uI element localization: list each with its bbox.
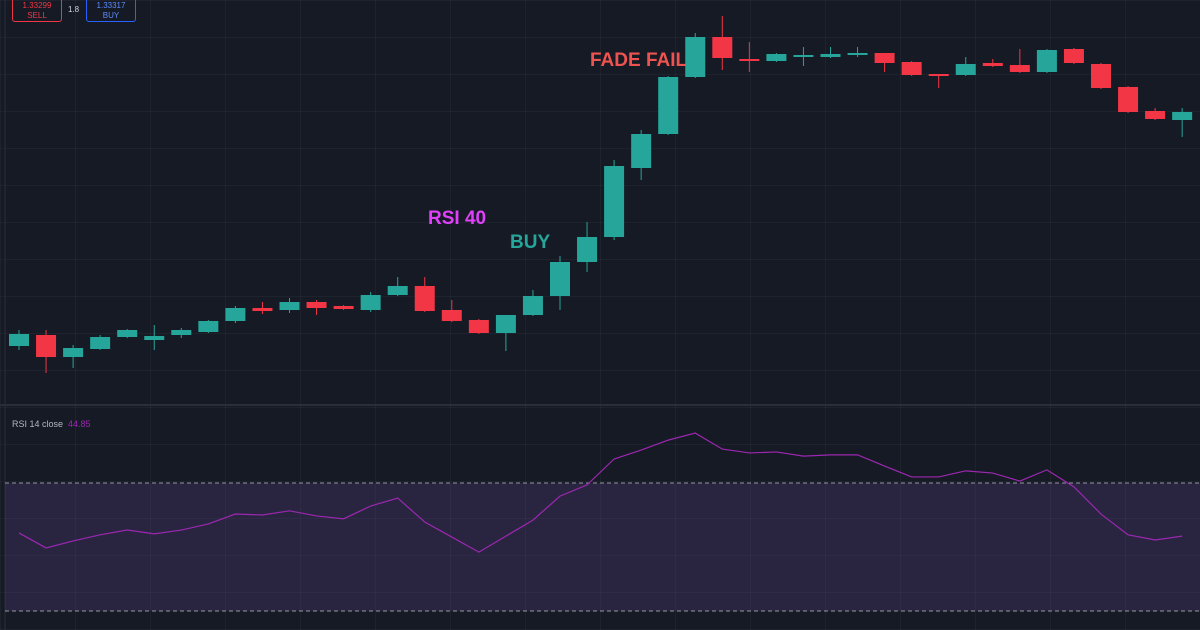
candle-body (171, 330, 192, 335)
candle-body (1091, 64, 1111, 88)
candle-body (90, 337, 111, 349)
candle-body (550, 262, 570, 296)
candle-body (685, 37, 706, 77)
sell-price: 1.33299 (22, 1, 52, 10)
candle-body (658, 77, 679, 134)
candle-body (604, 166, 625, 237)
candle-body (414, 286, 435, 311)
annotation: FADE FAIL (590, 50, 688, 71)
rsi-line (18, 432, 1183, 553)
annotation: BUY (510, 232, 550, 253)
sell-button[interactable]: 1.33299 SELL (12, 0, 62, 22)
candle-body (1009, 65, 1030, 72)
candle-body (901, 62, 922, 75)
candle-body (495, 315, 516, 333)
candle-body (360, 295, 381, 310)
buy-label: BUY (102, 11, 120, 20)
candle-body (9, 334, 29, 346)
candle-body (1118, 87, 1139, 112)
candle-body (577, 237, 598, 262)
candle-body (468, 320, 489, 333)
candle-body (874, 53, 895, 63)
candle-body (928, 74, 949, 76)
candle-body (306, 302, 327, 308)
candle-body (441, 310, 462, 321)
candle-body (766, 54, 787, 61)
candle-body (793, 55, 814, 57)
annotation: RSI 40 (428, 208, 486, 229)
candle-body (36, 335, 57, 357)
spread: 1.8 (68, 5, 80, 14)
candle-body (279, 302, 300, 310)
candle-body (1172, 112, 1193, 120)
rsi-band (5, 483, 1200, 611)
candle-body (387, 286, 408, 295)
candle-body (739, 59, 760, 61)
candle-body (117, 330, 138, 337)
buy-button[interactable]: 1.33317 BUY (86, 0, 136, 22)
candle-body (1036, 50, 1057, 72)
candle-body (631, 134, 652, 168)
candle-body (1063, 49, 1084, 63)
buy-price: 1.33317 (96, 1, 126, 10)
candle-body (847, 53, 868, 55)
candle-body (820, 54, 841, 57)
candle-body (333, 306, 354, 309)
candle-body (712, 37, 733, 58)
candle-body (225, 308, 246, 321)
candle-body (252, 308, 273, 311)
rsi-title: RSI 14 close (12, 419, 63, 429)
candle-body (982, 63, 1003, 66)
candle-body (144, 336, 165, 340)
sell-label: SELL (27, 11, 47, 20)
candle-body (198, 321, 219, 332)
candle-body (522, 296, 543, 315)
candle-body (1145, 111, 1166, 119)
candle-body (955, 64, 976, 75)
rsi-value: 44.85 (68, 419, 91, 429)
candle-body (63, 348, 84, 357)
